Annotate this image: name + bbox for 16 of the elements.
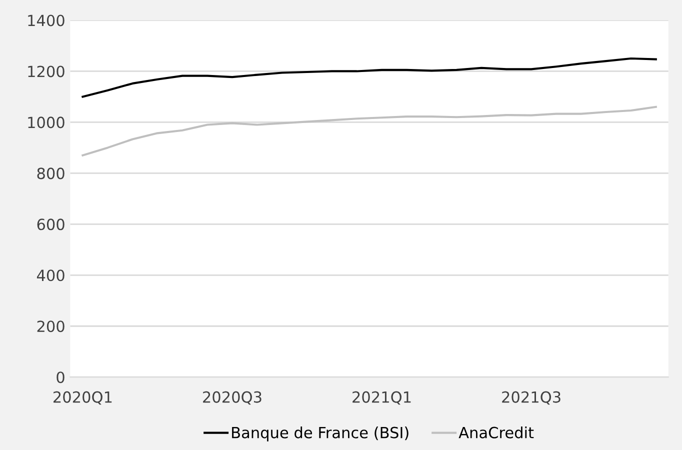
y-tick-label: 600 bbox=[37, 218, 64, 230]
y-tick-label: 0 bbox=[56, 372, 64, 384]
y-tick-label: 1200 bbox=[28, 66, 64, 78]
legend-label: AnaCredit bbox=[458, 426, 534, 438]
line-series bbox=[82, 57, 657, 98]
y-tick-label: 1000 bbox=[28, 116, 64, 128]
legend-label: Banque de France (BSI) bbox=[232, 426, 408, 442]
y-tick-label: 400 bbox=[36, 270, 64, 282]
y-tick-label: 1400 bbox=[28, 14, 64, 26]
x-tick-label: 2021Q3 bbox=[502, 391, 560, 405]
line-series bbox=[82, 106, 657, 156]
x-tick-label: 2020Q3 bbox=[203, 391, 262, 405]
x-tick-label: 2021Q1 bbox=[352, 391, 411, 405]
y-tick-label: 200 bbox=[37, 320, 64, 332]
y-tick-label: 800 bbox=[37, 168, 64, 180]
x-tick-label: 2020Q1 bbox=[54, 391, 112, 405]
